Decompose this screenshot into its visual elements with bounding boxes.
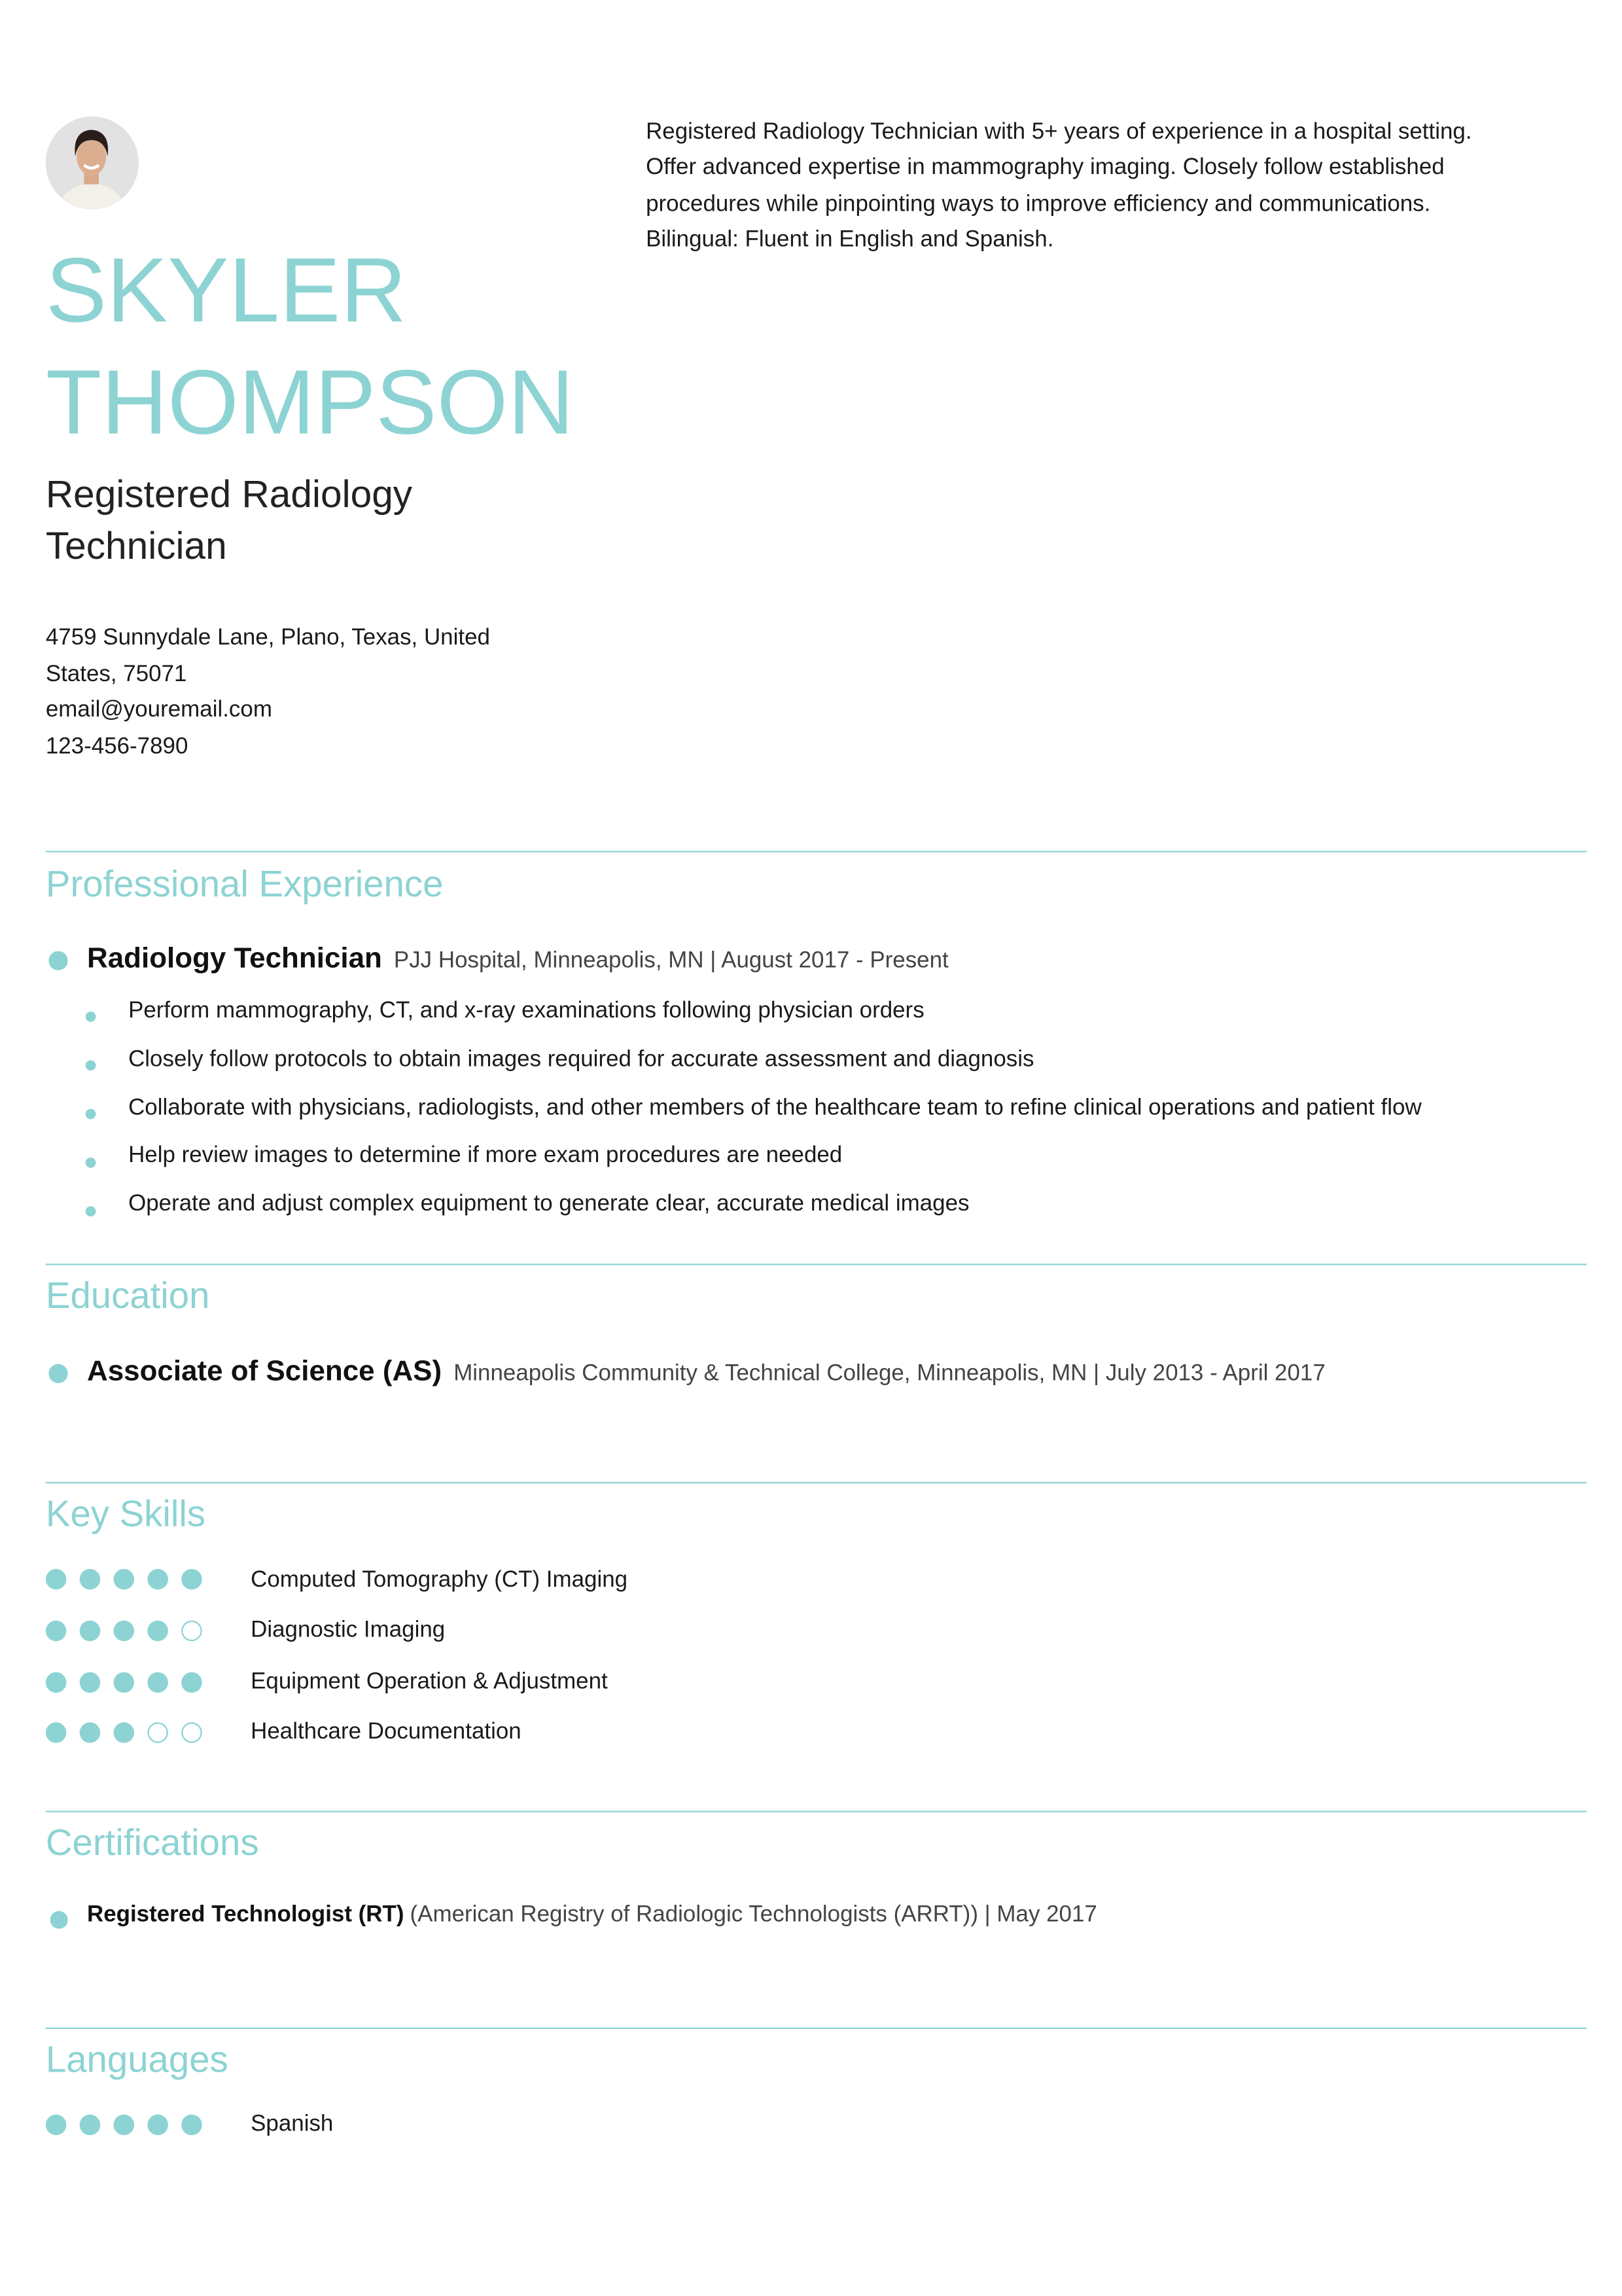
education-details: Minneapolis Community & Technical Colleg… bbox=[453, 1361, 1326, 1386]
language-rating bbox=[45, 2114, 202, 2136]
contact-info: 4759 Sunnydale Lane, Plano, Texas, Unite… bbox=[46, 621, 533, 766]
job-bullet: Help review images to determine if more … bbox=[128, 1142, 843, 1168]
summary-line: Offer advanced expertise in mammography … bbox=[646, 155, 1445, 181]
education-entry: Associate of Science (AS) Minneapolis Com… bbox=[87, 1355, 1326, 1389]
bullet-icon bbox=[85, 1060, 96, 1071]
rating-dot-filled-icon bbox=[79, 1568, 101, 1590]
rating-dot-filled-icon bbox=[79, 1620, 101, 1642]
rating-dot-filled-icon bbox=[181, 1672, 202, 1693]
rating-dot-filled-icon bbox=[113, 1672, 135, 1693]
bullet-icon bbox=[48, 951, 68, 970]
skill-rating bbox=[45, 1672, 202, 1693]
job-title: Registered Radiology Technician bbox=[46, 469, 412, 573]
rating-dot-filled-icon bbox=[79, 2114, 101, 2136]
certification-name: Registered Technologist (RT) bbox=[86, 1902, 404, 1928]
rating-dot-empty-icon bbox=[181, 1620, 202, 1642]
summary-line: Registered Radiology Technician with 5+ … bbox=[646, 119, 1472, 145]
certification-entry: Registered Technologist (RT) (American Re… bbox=[87, 1902, 1097, 1929]
summary-line: procedures while pinpointing ways to imp… bbox=[646, 191, 1431, 217]
email[interactable]: email@youremail.com bbox=[45, 697, 272, 723]
job-entry: Radiology Technician PJJ Hospital, Minnea… bbox=[87, 942, 949, 976]
address: States, 75071 bbox=[45, 661, 187, 687]
bullet-icon bbox=[85, 1206, 96, 1217]
rating-dot-filled-icon bbox=[147, 1620, 168, 1642]
skill-name: Computed Tomography (CT) Imaging bbox=[251, 1567, 628, 1593]
language-name: Spanish bbox=[251, 2111, 334, 2137]
rating-dot-filled-icon bbox=[79, 1722, 101, 1743]
rating-dot-filled-icon bbox=[79, 1672, 101, 1693]
section-heading-certifications: Certifications bbox=[45, 1822, 259, 1864]
rating-dot-filled-icon bbox=[45, 1672, 67, 1693]
skill-name: Equipment Operation & Adjustment bbox=[251, 1669, 608, 1695]
summary-line: Bilingual: Fluent in English and Spanish… bbox=[646, 226, 1054, 253]
section-heading-experience: Professional Experience bbox=[45, 864, 444, 906]
job-title: Radiology Technician bbox=[86, 942, 382, 975]
phone: 123-456-7890 bbox=[45, 733, 188, 759]
certification-details: (American Registry of Radiologic Technol… bbox=[410, 1902, 1097, 1928]
skill-name: Healthcare Documentation bbox=[251, 1719, 521, 1745]
job-details: PJJ Hospital, Minneapolis, MN | August 2… bbox=[393, 948, 949, 974]
rating-dot-empty-icon bbox=[181, 1722, 202, 1743]
rating-dot-filled-icon bbox=[45, 1568, 67, 1590]
bullet-icon bbox=[85, 1157, 96, 1168]
candidate-name: SKYLER THOMPSON bbox=[46, 236, 574, 461]
rating-dot-empty-icon bbox=[147, 1722, 168, 1743]
divider bbox=[45, 1263, 1587, 1265]
job-bullet: Operate and adjust complex equipment to … bbox=[128, 1191, 970, 1217]
section-heading-languages: Languages bbox=[45, 2039, 228, 2081]
rating-dot-filled-icon bbox=[147, 1672, 168, 1693]
job-bullet: Collaborate with physicians, radiologist… bbox=[128, 1095, 1422, 1121]
skill-name: Diagnostic Imaging bbox=[251, 1617, 446, 1643]
rating-dot-filled-icon bbox=[147, 1568, 168, 1590]
job-bullet: Closely follow protocols to obtain image… bbox=[128, 1047, 1034, 1072]
degree: Associate of Science (AS) bbox=[86, 1355, 442, 1388]
first-name: SKYLER bbox=[45, 240, 407, 342]
bullet-icon bbox=[48, 1364, 68, 1383]
rating-dot-filled-icon bbox=[113, 1568, 135, 1590]
skill-rating bbox=[45, 1568, 202, 1590]
divider bbox=[45, 2027, 1587, 2029]
address: 4759 Sunnydale Lane, Plano, Texas, Unite… bbox=[45, 625, 490, 650]
rating-dot-filled-icon bbox=[45, 2114, 67, 2136]
profile-photo bbox=[45, 116, 139, 210]
section-heading-education: Education bbox=[45, 1275, 210, 1317]
divider bbox=[45, 1810, 1587, 1812]
rating-dot-filled-icon bbox=[113, 1620, 135, 1642]
divider bbox=[45, 1481, 1587, 1484]
last-name: THOMPSON bbox=[45, 352, 574, 455]
bullet-icon bbox=[85, 1108, 96, 1120]
summary: Registered Radiology Technician with 5+ … bbox=[646, 115, 1545, 258]
rating-dot-filled-icon bbox=[45, 1620, 67, 1642]
divider bbox=[45, 851, 1587, 853]
skill-rating bbox=[45, 1620, 202, 1642]
job-title-line: Technician bbox=[45, 523, 227, 568]
job-bullet: Perform mammography, CT, and x-ray exami… bbox=[128, 998, 925, 1023]
bullet-icon bbox=[85, 1011, 96, 1022]
section-heading-skills: Key Skills bbox=[45, 1493, 206, 1535]
job-title-line: Registered Radiology bbox=[45, 472, 413, 516]
skill-rating bbox=[45, 1722, 202, 1743]
rating-dot-filled-icon bbox=[113, 1722, 135, 1743]
bullet-icon bbox=[50, 1911, 68, 1929]
rating-dot-filled-icon bbox=[181, 1568, 202, 1590]
rating-dot-filled-icon bbox=[45, 1722, 67, 1743]
rating-dot-filled-icon bbox=[181, 2114, 202, 2136]
rating-dot-filled-icon bbox=[147, 2114, 168, 2136]
rating-dot-filled-icon bbox=[113, 2114, 135, 2136]
